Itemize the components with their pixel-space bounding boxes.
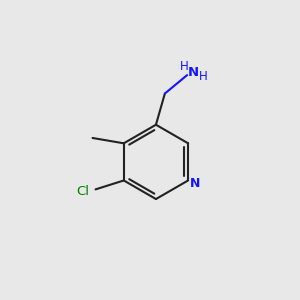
Text: H: H <box>199 70 208 83</box>
Text: Cl: Cl <box>76 185 89 198</box>
Text: N: N <box>190 177 200 190</box>
Text: H: H <box>180 60 189 73</box>
Text: N: N <box>188 66 199 79</box>
